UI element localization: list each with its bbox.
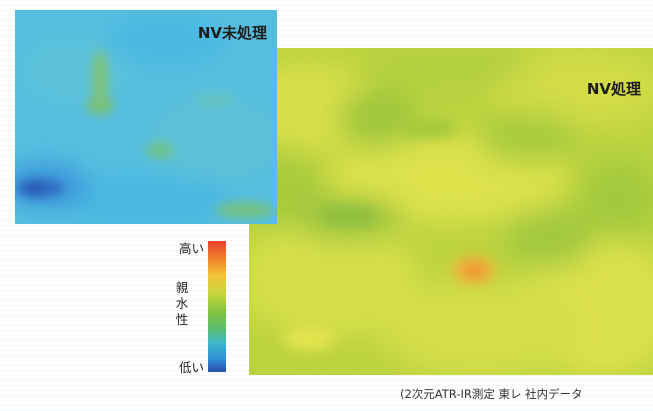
legend-property-label: 親水性 [175, 280, 189, 327]
legend-color-bar [208, 241, 226, 372]
legend-high-label: 高い [178, 241, 204, 256]
data-source-caption: (2次元ATR-IR測定 東レ 社内データ [400, 387, 583, 401]
hydrophilicity-legend: 高い 親水性 低い [160, 238, 240, 378]
untreated-heatmap: NV未処理 [15, 10, 277, 224]
untreated-heatmap-image [15, 10, 277, 224]
treated-heatmap-image [249, 48, 653, 375]
untreated-map-label: NV未処理 [197, 24, 267, 42]
treated-heatmap: NV処理 [249, 48, 653, 375]
treated-map-label: NV処理 [586, 80, 641, 98]
legend-low-label: 低い [178, 360, 204, 375]
